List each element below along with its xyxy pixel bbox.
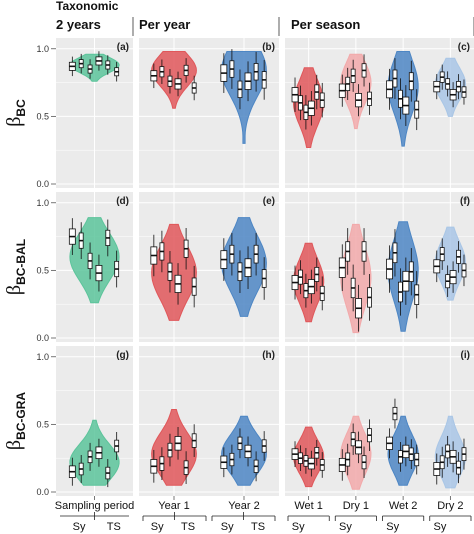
x-sublabel: Sy <box>73 521 86 533</box>
x-category-label: Wet 1 <box>294 500 323 512</box>
row-axis-label: βBC-GRA <box>3 392 28 451</box>
x-sublabel: Sy <box>386 521 399 533</box>
x-category-label: Dry 2 <box>437 500 463 512</box>
plot-layer: 0.0 0.5 1.0 βBC (a) (b) (c) 0.0 0.5 1.0 βBC-BAL (d)… <box>3 38 474 533</box>
x-sublabel: Sy <box>339 521 352 533</box>
x-category-label: Wet 2 <box>389 500 418 512</box>
panel-letter: (e) <box>263 196 275 207</box>
panel-letter: (i) <box>461 350 470 361</box>
panel-letter: (f) <box>460 196 470 207</box>
panel-letter: (a) <box>117 42 129 53</box>
y-tick-label: 0.5 <box>36 111 49 121</box>
x-sublabel: TS <box>181 521 195 533</box>
column-header-2-years: 2 years <box>56 17 101 32</box>
column-header-per-season: Per season <box>291 17 360 32</box>
y-axis-label-symbol: βBC-BAL <box>3 239 28 295</box>
x-sublabel: TS <box>107 521 121 533</box>
x-category-label: Year 2 <box>228 500 259 512</box>
x-sublabel: Sy <box>292 521 305 533</box>
panel-letter: (b) <box>262 42 275 53</box>
panel-letter: (d) <box>116 196 129 207</box>
y-tick-label: 0.0 <box>36 179 49 189</box>
y-tick-label: 0.5 <box>36 419 49 429</box>
panel-letter: (h) <box>262 350 275 361</box>
x-sublabel: Sy <box>221 521 234 533</box>
x-sublabel: Sy <box>151 521 164 533</box>
y-axis-label-symbol: βBC-GRA <box>3 392 28 451</box>
y-axis-label-symbol: βBC <box>3 99 28 127</box>
y-tick-label: 1.0 <box>36 352 49 362</box>
y-tick-label: 0.0 <box>36 487 49 497</box>
row-axis-label: βBC-BAL <box>3 239 28 295</box>
x-sublabel: Sy <box>434 521 447 533</box>
row-axis-label: βBC <box>3 99 28 127</box>
figure-title: Taxonomic <box>56 0 119 13</box>
panel-letter: (c) <box>458 42 470 53</box>
x-category-label: Sampling period <box>55 500 135 512</box>
column-header-per-year: Per year <box>139 17 190 32</box>
y-tick-label: 0.5 <box>36 265 49 275</box>
x-category-label: Dry 1 <box>343 500 369 512</box>
y-tick-label: 1.0 <box>36 198 49 208</box>
panel-letter: (g) <box>116 350 129 361</box>
x-category-label: Year 1 <box>158 500 189 512</box>
x-sublabel: TS <box>251 521 265 533</box>
y-tick-label: 1.0 <box>36 44 49 54</box>
y-tick-label: 0.0 <box>36 333 49 343</box>
